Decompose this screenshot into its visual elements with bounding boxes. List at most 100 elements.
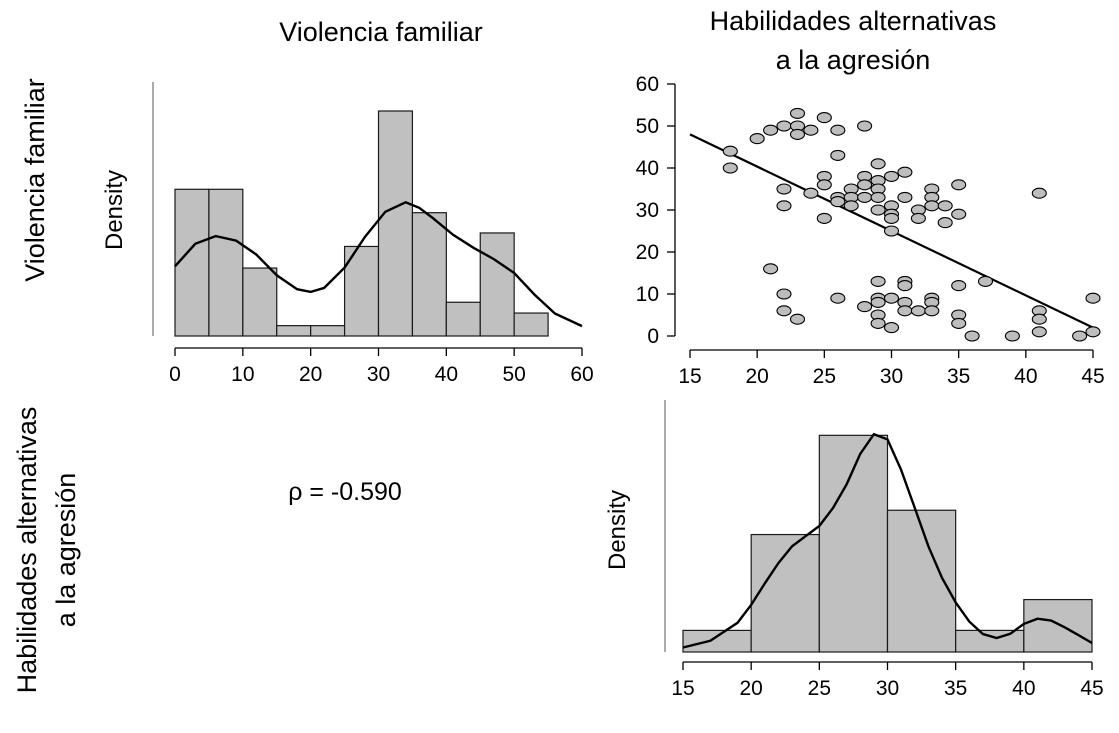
y-tick-label: 0 (647, 325, 659, 348)
x-tick-label: 25 (813, 365, 836, 388)
scatter-point (816, 212, 832, 224)
scatter-point (883, 212, 900, 224)
scatter-point (789, 128, 806, 140)
x-tick-label: 20 (739, 677, 762, 700)
x-tick-label: 0 (169, 363, 181, 386)
x-tick-label: 30 (367, 363, 390, 386)
y-axis-label: Density (101, 170, 128, 250)
scatter-point (951, 208, 967, 220)
x-tick-label: 20 (745, 365, 768, 388)
scatter-point (870, 158, 886, 170)
histogram-bar (479, 232, 515, 337)
x-tick-label: 10 (231, 363, 254, 386)
x-tick-label: 15 (671, 677, 694, 700)
scatter-point (910, 305, 926, 317)
scatter-point (789, 107, 806, 119)
scatter-point (883, 225, 900, 237)
scatter-point (830, 196, 846, 208)
scatter-point (883, 322, 900, 334)
x-tick-label: 30 (880, 365, 903, 388)
scatter-point (951, 317, 967, 329)
scatter-point (816, 179, 832, 191)
scatter-point (776, 305, 792, 317)
y-tick-label: 50 (636, 115, 659, 138)
scatter-point (857, 179, 873, 191)
histogram-bar (886, 509, 957, 653)
x-tick-label: 15 (678, 365, 701, 388)
x-tick-label: 45 (1081, 365, 1104, 388)
column-title-habilidades-line2: a la agresión (776, 45, 931, 75)
scatter-point (897, 305, 913, 317)
histogram-bar (310, 325, 346, 337)
histogram-bar (411, 212, 447, 337)
y-tick-label: 40 (636, 157, 659, 180)
scatter-point (924, 200, 940, 212)
y-tick-label: 20 (636, 241, 659, 264)
scatterplot-violencia-vs-habilidades: 0 10 20 30 40 50 60 15 20 25 30 35 40 45 (636, 73, 1105, 388)
scatter-point (816, 112, 832, 124)
histogram-bar (343, 245, 380, 337)
y-tick-label: 30 (636, 199, 659, 222)
scatter-point (937, 217, 953, 229)
x-tick-label: 45 (1080, 677, 1103, 700)
scatter-point (803, 187, 819, 199)
scatter-point (924, 305, 940, 317)
x-tick-label: 35 (947, 365, 970, 388)
scatter-point (857, 120, 873, 132)
scatter-point (897, 280, 913, 292)
density-curve (682, 432, 1093, 649)
scatter-point (1031, 326, 1047, 338)
histogram-bar (750, 533, 820, 653)
scatter-point (789, 313, 806, 325)
histogram-bar (242, 267, 278, 337)
histogram-bar (276, 325, 312, 337)
scatter-point (763, 124, 779, 136)
scatter-point (870, 275, 886, 287)
histogram-bar (513, 312, 549, 337)
x-tick-label: 35 (944, 677, 967, 700)
y-axis-label: Density (604, 490, 631, 570)
histogram-bar (1023, 598, 1093, 653)
x-tick-label: 40 (1012, 677, 1035, 700)
scatter-point (910, 212, 926, 224)
density-curve (174, 200, 583, 328)
scatter-point (964, 330, 980, 342)
y-tick-label: 10 (636, 283, 659, 306)
scatter-point (803, 124, 819, 136)
row-title-habilidades-line2: a la agresión (51, 473, 81, 628)
column-title-habilidades-line1: Habilidades alternativas (710, 6, 997, 36)
scatter-point (776, 288, 792, 300)
scatter-point (830, 292, 846, 304)
scatter-point (857, 301, 873, 313)
x-tick-label: 30 (876, 677, 899, 700)
row-title-habilidades-line1: Habilidades alternativas (12, 407, 42, 694)
correlation-coefficient: ρ = -0.590 (288, 478, 402, 506)
scatter-point (830, 149, 846, 161)
scatter-point (977, 275, 994, 287)
scatter-point (870, 204, 886, 216)
scatter-point (897, 191, 913, 203)
x-tick-label: 40 (1014, 365, 1037, 388)
scatter-point (763, 263, 779, 275)
histogram-bar (377, 110, 414, 337)
histogram-habilidades-alternativas: 15 20 25 30 35 40 45 Density (604, 400, 1104, 700)
scatter-point (776, 200, 792, 212)
scatter-point (951, 280, 967, 292)
scatter-point (897, 166, 913, 178)
scatter-point (951, 179, 967, 191)
scatter-point (883, 292, 900, 304)
scatter-point (883, 170, 900, 182)
histogram-bar (208, 188, 244, 337)
y-tick-label: 60 (636, 73, 659, 96)
scatter-point (776, 183, 792, 195)
row-title-violencia: Violencia familiar (20, 78, 50, 282)
scatter-point (776, 120, 792, 132)
scatter-point (870, 296, 886, 308)
column-title-violencia: Violencia familiar (279, 17, 483, 47)
scatter-point (722, 162, 738, 174)
scatter-point (843, 200, 859, 212)
scatter-point (722, 145, 738, 157)
scatter-point (1085, 292, 1101, 304)
scatter-point (870, 191, 886, 203)
scatter-point (749, 133, 765, 145)
